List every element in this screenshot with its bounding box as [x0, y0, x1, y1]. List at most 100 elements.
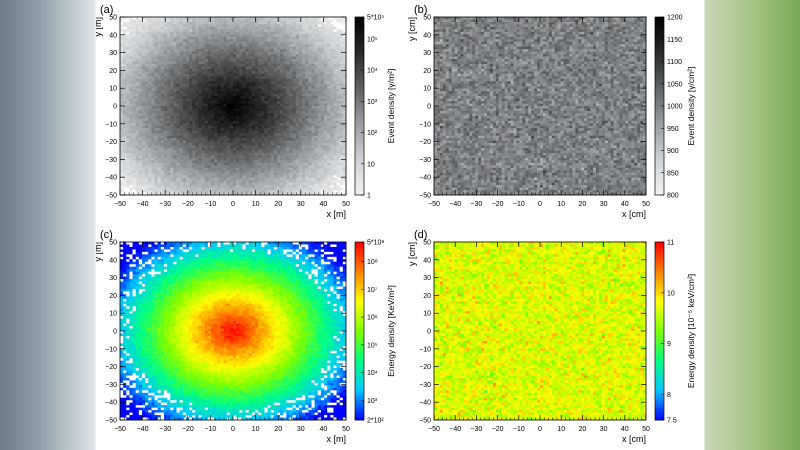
heatmap-cell — [151, 162, 155, 166]
heatmap-cell — [145, 152, 149, 156]
heatmap-cell — [179, 51, 184, 55]
heatmap-cell — [223, 120, 228, 124]
heatmap-cell — [339, 31, 344, 35]
heatmap-cell — [330, 21, 334, 25]
heatmap-cell — [242, 46, 246, 50]
heatmap-cell — [336, 34, 341, 38]
heatmap-cell — [170, 185, 174, 188]
heatmap-cell — [201, 138, 206, 141]
heatmap-cell — [192, 180, 196, 183]
heatmap-cell — [189, 135, 193, 139]
heatmap-cell — [289, 120, 293, 124]
heatmap-cell — [264, 148, 268, 151]
heatmap-cell — [308, 91, 312, 94]
heatmap-cell — [339, 76, 344, 80]
heatmap-cell — [302, 115, 306, 119]
heatmap-cell — [126, 101, 130, 104]
heatmap-cell — [157, 101, 162, 104]
heatmap-cell — [320, 68, 325, 72]
heatmap-cell — [273, 128, 278, 132]
heatmap-cell — [211, 160, 215, 164]
heatmap-cell — [189, 180, 193, 183]
heatmap-cell — [264, 39, 268, 43]
heatmap-cell — [195, 162, 199, 166]
heatmap-cell — [138, 140, 143, 144]
heatmap-cell — [223, 19, 228, 23]
heatmap-cell — [207, 125, 212, 129]
heatmap-cell — [179, 26, 184, 30]
heatmap-cell — [157, 175, 162, 179]
heatmap-cell — [302, 46, 306, 50]
heatmap-cell — [132, 130, 137, 134]
heatmap-cell — [333, 170, 337, 174]
heatmap-cell — [302, 143, 306, 146]
heatmap-cell — [280, 59, 284, 62]
heatmap-cell — [236, 170, 240, 174]
heatmap-cell — [229, 138, 234, 141]
heatmap-cell — [151, 63, 155, 67]
heatmap-cell — [267, 63, 272, 67]
heatmap-cell — [138, 125, 143, 129]
heatmap-cell — [195, 155, 199, 159]
heatmap-cell — [195, 98, 199, 102]
heatmap-cell — [120, 145, 124, 149]
heatmap-cell — [342, 170, 347, 174]
heatmap-cell — [233, 96, 237, 99]
heatmap-cell — [258, 110, 262, 114]
heatmap-cell — [195, 66, 199, 70]
heatmap-cell — [242, 170, 246, 174]
heatmap-cell — [339, 150, 344, 154]
heatmap-cell — [211, 133, 215, 137]
heatmap-cell — [270, 148, 275, 151]
heatmap-cell — [280, 167, 284, 171]
heatmap-cell — [264, 76, 268, 80]
heatmap-cell — [226, 54, 231, 57]
heatmap-cell — [280, 118, 284, 122]
heatmap-cell — [182, 24, 187, 28]
heatmap-cell — [217, 110, 221, 114]
heatmap-cell — [223, 143, 228, 146]
heatmap-cell — [242, 86, 246, 90]
heatmap-cell — [226, 118, 231, 122]
heatmap-cell — [163, 83, 168, 87]
heatmap-cell — [154, 31, 159, 35]
heatmap-cell — [314, 44, 319, 48]
heatmap-cell — [327, 88, 331, 92]
heatmap-cell — [132, 68, 137, 72]
heatmap-cell — [342, 150, 347, 154]
heatmap-cell — [327, 31, 331, 35]
heatmap-cell — [261, 167, 265, 171]
heatmap-cell — [211, 185, 215, 188]
heatmap-cell — [132, 49, 137, 52]
heatmap-cell — [324, 172, 328, 176]
heatmap-cell — [173, 128, 177, 132]
heatmap-cell — [324, 175, 328, 179]
heatmap-cell — [160, 78, 165, 82]
heatmap-cell — [320, 103, 325, 107]
heatmap-cell — [185, 140, 190, 144]
heatmap-cell — [163, 165, 168, 169]
heatmap-cell — [154, 145, 159, 149]
heatmap-cell — [123, 120, 127, 124]
heatmap-cell — [145, 115, 149, 119]
heatmap-cell — [129, 81, 133, 85]
heatmap-cell — [179, 39, 184, 43]
heatmap-cell — [138, 81, 143, 85]
heatmap-cell — [192, 56, 196, 60]
heatmap-cell — [302, 26, 306, 30]
heatmap-cell — [311, 185, 315, 188]
heatmap-cell — [173, 180, 177, 183]
heatmap-cell — [154, 177, 159, 181]
heatmap-cell — [308, 135, 312, 139]
heatmap-cell — [195, 17, 199, 20]
heatmap-cell — [264, 165, 268, 169]
heatmap-cell — [195, 41, 199, 45]
heatmap-cell — [204, 113, 209, 117]
heatmap-cell — [120, 103, 124, 107]
heatmap-cell — [129, 155, 133, 159]
heatmap-cell — [233, 106, 237, 109]
heatmap-cell — [217, 31, 221, 35]
heatmap-cell — [292, 180, 297, 183]
heatmap-cell — [233, 123, 237, 127]
heatmap-cell — [129, 24, 133, 28]
